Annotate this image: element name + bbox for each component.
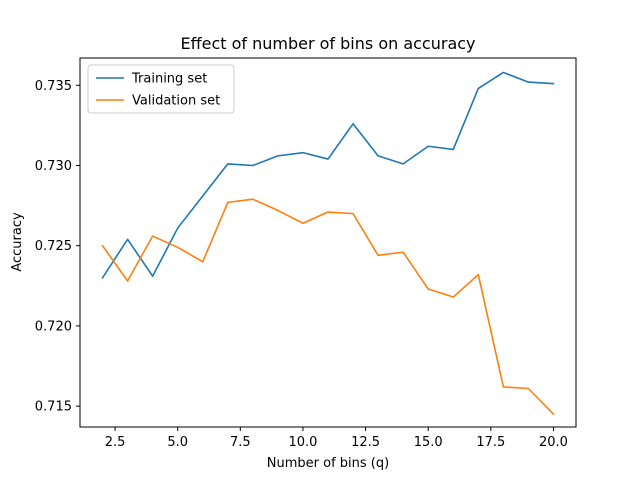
x-tick-label: 2.5	[105, 435, 126, 450]
x-tick-label: 15.0	[414, 435, 443, 450]
y-tick-label: 0.720	[35, 319, 72, 334]
chart-title: Effect of number of bins on accuracy	[180, 34, 475, 53]
y-tick-label: 0.735	[35, 79, 72, 94]
legend-label: Training set	[131, 72, 207, 87]
x-tick-label: 17.5	[476, 435, 505, 450]
y-axis-ticks: 0.715 0.720 0.725 0.730 0.735	[35, 79, 80, 415]
x-axis-ticks: 2.5 5.0 7.5 10.0 12.5 15.0 17.5 20.0	[105, 427, 568, 450]
x-axis-label: Number of bins (q)	[267, 456, 389, 471]
x-tick-label: 7.5	[230, 435, 251, 450]
x-tick-label: 20.0	[539, 435, 568, 450]
x-tick-label: 12.5	[351, 435, 380, 450]
x-tick-label: 5.0	[167, 435, 188, 450]
legend-label: Validation set	[132, 94, 220, 109]
series-layer	[101, 71, 555, 416]
series-line-training	[101, 71, 555, 279]
legend-box	[87, 64, 235, 114]
y-tick-label: 0.730	[35, 159, 72, 174]
legend: Training set Validation set	[87, 64, 235, 114]
y-tick-label: 0.715	[35, 400, 72, 415]
axes-frame	[79, 57, 577, 428]
series-line-validation	[101, 198, 555, 416]
y-tick-label: 0.725	[35, 239, 72, 254]
x-tick-label: 10.0	[288, 435, 317, 450]
y-axis-label: Accuracy	[10, 212, 25, 272]
